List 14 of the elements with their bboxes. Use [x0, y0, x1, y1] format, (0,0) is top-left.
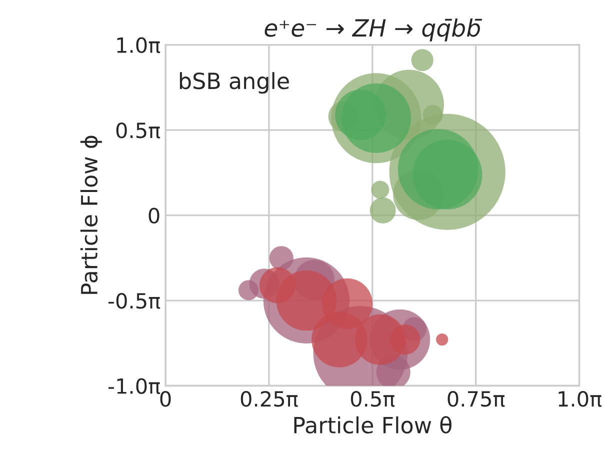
y-tick-label: -1.0π — [108, 378, 160, 394]
x-tick-label: 1.0π — [558, 391, 602, 407]
x-tick-label: 0.25π — [240, 391, 298, 407]
x-tick-label: 0 — [160, 391, 171, 407]
y-tick-label: 0 — [148, 208, 160, 224]
y-tick-label: -0.5π — [108, 292, 160, 309]
x-tick-label: 0.5π — [350, 391, 395, 407]
annotation: bSB angle — [180, 72, 289, 94]
x-tick-label: 0.75π — [448, 391, 505, 407]
y-tick-label: 1.0π — [117, 37, 160, 54]
y-tick-label: 0.5π — [116, 122, 160, 138]
x-axis-title: Particle Flow θ — [294, 416, 452, 434]
chart-title: e⁺e⁻ → ZH → qq̄bb̄ — [264, 18, 482, 42]
y-axis-title: Particle Flow ϕ — [80, 136, 102, 294]
